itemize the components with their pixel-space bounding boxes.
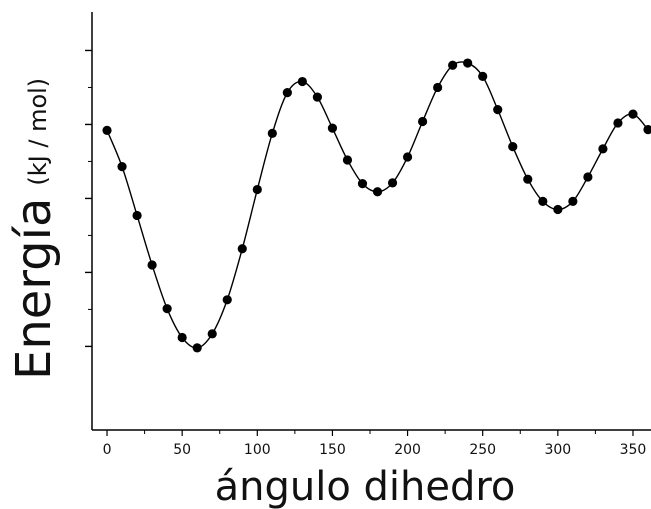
data-point [568,196,578,206]
data-point [297,76,307,87]
data-point [192,343,202,353]
data-point [463,58,473,68]
data-point [402,152,413,162]
energy-curve-line [106,61,649,349]
data-point [312,92,323,102]
data-point [207,329,217,339]
data-point [177,332,187,343]
data-point [553,204,563,215]
data-point [508,142,518,152]
x-axis-title: ángulo dihedro [215,464,516,509]
data-point [643,125,651,135]
data-point [117,162,127,172]
y-axis-ticks [85,49,92,348]
data-point [222,295,232,305]
data-point [162,304,172,314]
data-points [102,58,651,353]
data-point [598,144,608,154]
x-axis-tick-labels: 0 50 100 150 200 250 300 350 [103,442,647,458]
x-tick-label: 200 [394,442,421,458]
data-point [252,184,262,195]
x-tick-label: 350 [620,442,647,458]
data-point [538,196,548,206]
data-point [613,118,623,128]
data-point [237,244,247,254]
data-point [102,125,112,135]
x-tick-label: 250 [469,442,496,458]
data-point [342,155,353,165]
data-point [267,128,277,138]
y-axis-title-main: Energía [6,198,62,380]
data-point [493,105,503,115]
x-tick-label: 0 [103,442,112,458]
x-tick-label: 300 [544,442,571,458]
y-axis-title: Energía (kJ / mol) [6,78,62,380]
data-point [327,123,338,133]
data-point [132,210,142,221]
data-point [417,116,428,127]
plot-frame [91,12,651,431]
data-point [478,71,488,81]
data-point [583,172,593,182]
y-axis-title-unit: (kJ / mol) [24,78,52,186]
x-axis-ticks [106,430,634,436]
x-tick-label: 50 [173,442,191,458]
data-point [357,179,368,189]
data-point [433,82,443,93]
data-point [448,60,458,70]
data-point [282,88,292,98]
data-point [147,260,157,270]
data-point [523,174,533,184]
data-point [387,178,398,188]
x-tick-label: 100 [244,442,271,458]
data-point [628,109,638,119]
x-tick-label: 150 [319,442,346,458]
data-point [372,187,383,197]
